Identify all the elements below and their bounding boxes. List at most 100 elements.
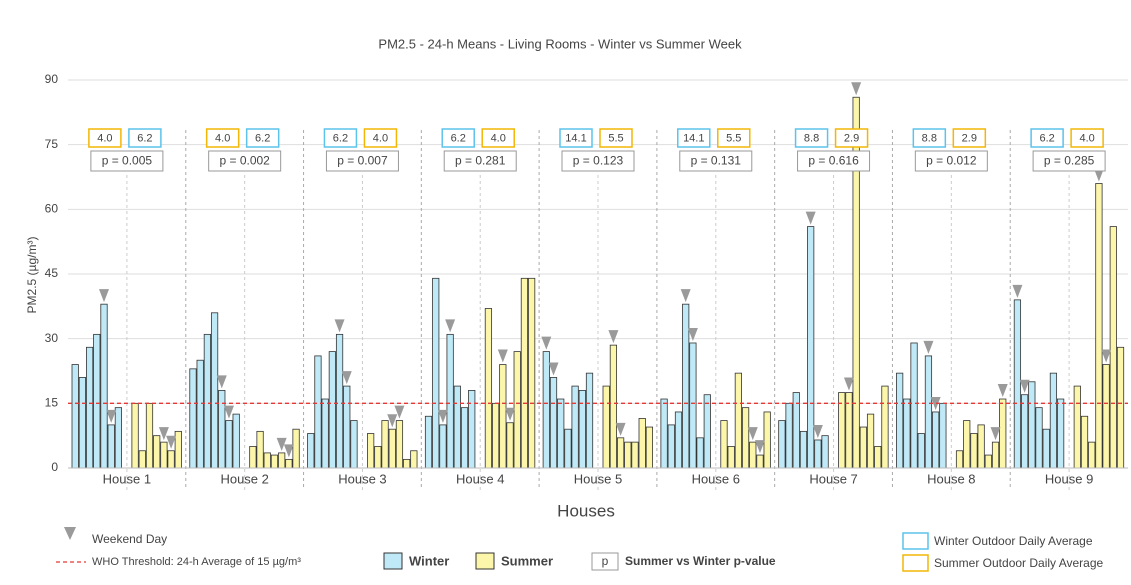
- weekend-marker: [680, 289, 691, 303]
- bar: [278, 452, 286, 469]
- weekend-marker: [754, 440, 765, 454]
- bar: [439, 424, 447, 469]
- bar: [778, 420, 786, 469]
- outdoor-label: 6.2: [451, 132, 466, 144]
- weekend-marker: [1101, 349, 1112, 363]
- bar: [367, 433, 375, 469]
- bar: [484, 308, 493, 469]
- bar: [381, 420, 389, 469]
- bar: [520, 277, 529, 469]
- bar: [963, 420, 971, 469]
- weekend-marker: [812, 424, 823, 438]
- bar: [160, 441, 168, 469]
- bar: [756, 454, 764, 469]
- outdoor-box: [205, 128, 240, 148]
- bar: [189, 368, 197, 469]
- weekend-marker: [216, 375, 227, 389]
- bar: [403, 458, 411, 469]
- weekend-marker: [687, 327, 698, 341]
- bar: [249, 446, 257, 469]
- bar: [939, 402, 947, 469]
- bar: [374, 446, 382, 469]
- y-tick-label: 15: [45, 396, 59, 410]
- weekend-marker: [99, 289, 109, 303]
- outdoor-label: 4.0: [373, 132, 388, 144]
- weekend-marker: [387, 414, 398, 428]
- weekend-marker: [166, 435, 177, 449]
- outdoor-box: [1030, 128, 1064, 148]
- bar: [1109, 226, 1117, 469]
- bar: [645, 426, 654, 469]
- bar: [727, 446, 735, 469]
- outdoor-box: [834, 128, 869, 148]
- weekend-marker: [283, 444, 294, 458]
- bar: [734, 372, 742, 469]
- outdoor-label: 2.9: [962, 132, 977, 144]
- p-value: p = 0.123: [573, 154, 624, 168]
- bar: [410, 450, 418, 469]
- y-tick-label: 75: [45, 137, 59, 151]
- legend-label: Summer: [501, 553, 553, 568]
- bar: [145, 402, 154, 469]
- x-tick-label: House 3: [338, 471, 386, 486]
- bar: [977, 424, 985, 469]
- p-box: [914, 150, 988, 172]
- outdoor-label: 14.1: [565, 132, 586, 144]
- legend-threshold: WHO Threshold: 24-h Average of 15 µg/m³: [92, 556, 301, 568]
- bar: [210, 312, 219, 469]
- weekend-marker: [223, 405, 234, 419]
- bar: [424, 415, 433, 469]
- outdoor-label: 4.0: [1079, 132, 1094, 144]
- weekend-marker: [843, 377, 854, 391]
- legend-p-text: Summer vs Winter p-value: [625, 554, 776, 568]
- weekend-marker: [106, 409, 117, 423]
- bar: [578, 389, 586, 469]
- bar: [138, 450, 146, 469]
- outdoor-box: [441, 128, 475, 148]
- bar: [256, 430, 264, 469]
- bar: [881, 385, 889, 469]
- legend-swatch: [383, 552, 403, 570]
- weekend-marker: [394, 405, 405, 419]
- bar: [1013, 299, 1022, 469]
- legend-weekend-icon: [64, 527, 76, 540]
- legend-winter-outdoor: Winter Outdoor Daily Average: [934, 534, 1093, 548]
- bar: [660, 398, 668, 469]
- x-axis-label: Houses: [557, 501, 615, 520]
- outdoor-label: 4.0: [97, 132, 112, 144]
- bar: [453, 385, 461, 469]
- bar: [314, 355, 322, 469]
- p-box: [797, 150, 871, 172]
- bar: [1073, 385, 1081, 469]
- outdoor-label: 14.1: [683, 132, 704, 144]
- bar: [617, 437, 625, 469]
- outdoor-box: [677, 128, 711, 148]
- legend-swatch: [475, 552, 495, 570]
- bar: [799, 430, 808, 469]
- bar: [542, 351, 550, 469]
- p-value: p = 0.002: [219, 154, 270, 168]
- bar: [343, 385, 351, 469]
- outdoor-box: [1070, 128, 1104, 148]
- y-tick-label: 90: [45, 72, 59, 86]
- outdoor-label: 6.2: [255, 132, 270, 144]
- outdoor-label: 6.2: [137, 132, 152, 144]
- bar: [999, 398, 1007, 469]
- bar: [991, 441, 1000, 469]
- p-value: p = 0.007: [337, 154, 388, 168]
- y-tick-label: 0: [51, 460, 58, 474]
- bar: [78, 377, 86, 469]
- p-box: [1032, 150, 1106, 172]
- bar: [814, 439, 822, 469]
- outdoor-box: [128, 128, 162, 148]
- bar: [203, 333, 211, 469]
- bar: [667, 424, 675, 469]
- weekend-marker: [1093, 168, 1104, 182]
- outdoor-label: 6.2: [333, 132, 348, 144]
- bar: [100, 303, 108, 469]
- p-value: p = 0.131: [691, 154, 742, 168]
- outdoor-label: 4.0: [215, 132, 230, 144]
- bar: [350, 420, 358, 469]
- weekend-marker: [923, 340, 934, 354]
